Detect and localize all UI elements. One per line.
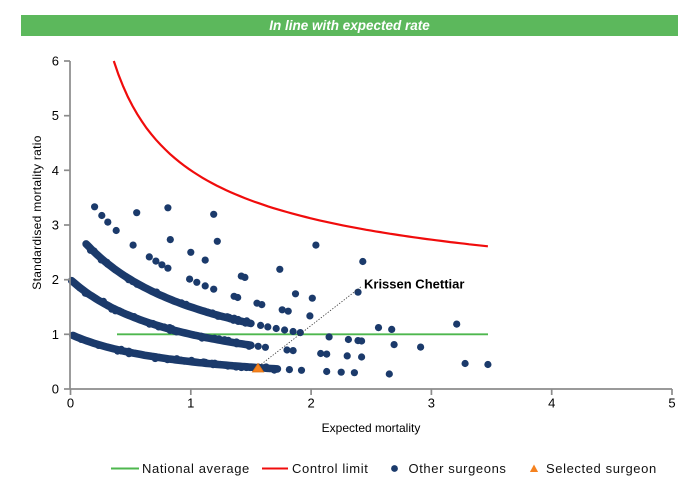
svg-text:Standardised mortality ratio: Standardised mortality ratio — [30, 135, 44, 289]
svg-text:6: 6 — [52, 54, 59, 69]
svg-text:4: 4 — [548, 396, 555, 411]
svg-text:0: 0 — [67, 396, 74, 411]
svg-text:1: 1 — [52, 327, 59, 342]
svg-text:5: 5 — [668, 396, 675, 411]
svg-text:Control limit: Control limit — [292, 461, 368, 476]
svg-text:Expected mortality: Expected mortality — [322, 421, 421, 435]
svg-text:3: 3 — [52, 218, 59, 233]
svg-text:Selected surgeon: Selected surgeon — [546, 461, 657, 476]
svg-text:4: 4 — [52, 163, 59, 178]
svg-text:5: 5 — [52, 108, 59, 123]
svg-text:Krissen Chettiar: Krissen Chettiar — [364, 277, 464, 292]
svg-text:3: 3 — [428, 396, 435, 411]
svg-text:2: 2 — [307, 396, 314, 411]
svg-text:Other surgeons: Other surgeons — [409, 461, 507, 476]
svg-text:1: 1 — [187, 396, 194, 411]
svg-text:National average: National average — [142, 461, 250, 476]
svg-text:2: 2 — [52, 272, 59, 287]
svg-text:0: 0 — [52, 382, 59, 397]
